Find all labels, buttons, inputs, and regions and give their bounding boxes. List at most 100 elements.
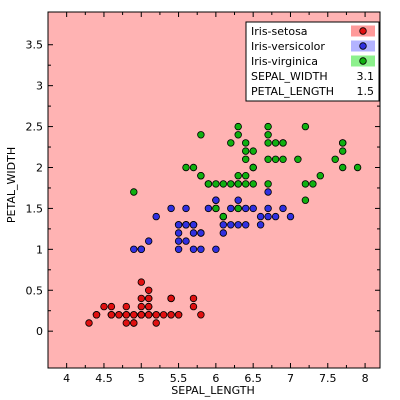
data-point-iris-virginica	[264, 139, 272, 147]
axes: 4 4.5 5 5.5 6 6.5 7 7.5 8 0 0.5 1 1.5 2 2.5 3 3.5	[26, 11, 381, 385]
data-point-iris-setosa	[100, 302, 108, 311]
legend-marker	[359, 57, 367, 65]
data-point-iris-setosa	[137, 278, 145, 286]
data-point-iris-setosa	[167, 311, 175, 319]
data-point-iris-virginica	[264, 131, 272, 139]
data-point-iris-versicolor	[174, 229, 183, 237]
y-tick-label: 0	[36, 325, 43, 338]
data-point-iris-versicolor	[264, 212, 272, 221]
y-tick-label: 3	[36, 80, 43, 93]
data-point-iris-setosa	[122, 302, 130, 311]
data-point-iris-setosa	[137, 302, 145, 311]
data-point-iris-versicolor	[241, 221, 250, 229]
data-point-iris-virginica	[234, 131, 242, 139]
legend-extra-value: 3.1	[357, 70, 375, 83]
data-point-iris-versicolor	[137, 245, 145, 253]
x-tick-label: 5.5	[170, 372, 188, 385]
data-point-iris-virginica	[241, 171, 250, 180]
data-point-iris-setosa	[167, 294, 175, 303]
data-point-iris-virginica	[130, 188, 138, 196]
data-point-iris-virginica	[301, 180, 310, 188]
data-point-iris-virginica	[197, 171, 205, 180]
legend-extra-value: 1.5	[357, 85, 375, 98]
data-point-iris-versicolor	[227, 204, 235, 213]
x-tick-label: 4.5	[95, 372, 113, 385]
data-point-iris-versicolor	[130, 245, 138, 253]
y-tick-label: 2	[36, 161, 43, 174]
data-point-iris-versicolor	[249, 204, 257, 213]
legend-entry-label: Iris-versicolor	[251, 40, 325, 53]
data-point-iris-setosa	[85, 319, 93, 327]
data-point-iris-setosa	[92, 311, 101, 319]
data-point-iris-setosa	[137, 311, 145, 319]
x-tick-label: 7	[287, 372, 294, 385]
data-point-iris-virginica	[197, 131, 205, 139]
data-point-iris-virginica	[219, 212, 227, 221]
data-point-iris-versicolor	[204, 204, 213, 213]
data-point-iris-setosa	[152, 319, 160, 327]
data-point-iris-setosa	[122, 311, 130, 319]
data-point-iris-versicolor	[264, 188, 272, 196]
data-point-iris-setosa	[144, 302, 153, 311]
y-tick-label: 0.5	[26, 284, 44, 297]
x-tick-label: 6	[212, 372, 219, 385]
data-point-iris-versicolor	[189, 229, 198, 237]
data-point-iris-virginica	[264, 180, 272, 188]
data-point-iris-versicolor	[212, 196, 220, 204]
legend-marker	[359, 42, 367, 50]
data-point-iris-setosa	[115, 311, 123, 319]
data-point-iris-virginica	[227, 180, 235, 188]
y-tick-label: 2.5	[26, 121, 44, 134]
data-point-iris-setosa	[122, 319, 130, 327]
data-point-iris-versicolor	[189, 245, 198, 253]
data-point-iris-versicolor	[234, 196, 242, 204]
data-point-iris-virginica	[271, 155, 280, 163]
data-point-iris-versicolor	[286, 212, 295, 221]
x-tick-label: 8	[362, 372, 369, 385]
x-tick-label: 5	[138, 372, 145, 385]
data-point-iris-virginica	[219, 180, 227, 188]
data-point-iris-versicolor	[256, 212, 265, 221]
data-point-iris-versicolor	[174, 237, 183, 245]
data-point-iris-virginica	[301, 122, 310, 131]
data-point-iris-setosa	[144, 286, 153, 294]
data-point-iris-versicolor	[174, 245, 183, 253]
x-tick-label: 4	[63, 372, 70, 385]
data-point-iris-virginica	[234, 171, 242, 180]
data-point-iris-virginica	[249, 163, 257, 172]
data-point-iris-setosa	[189, 294, 198, 303]
data-point-iris-virginica	[241, 147, 250, 155]
data-point-iris-setosa	[107, 311, 116, 319]
data-point-iris-setosa	[174, 311, 183, 319]
data-point-iris-versicolor	[219, 229, 227, 237]
data-point-iris-versicolor	[279, 204, 287, 213]
y-tick-label: 3.5	[26, 39, 44, 52]
data-point-iris-versicolor	[182, 204, 190, 213]
data-point-iris-virginica	[264, 155, 272, 163]
data-point-iris-virginica	[271, 139, 280, 147]
legend: Iris-setosa Iris-versicolor Iris-virginica…	[245, 21, 380, 102]
data-point-iris-virginica	[234, 122, 242, 131]
data-point-iris-virginica	[182, 163, 190, 172]
data-point-iris-virginica	[204, 180, 213, 188]
data-point-iris-setosa	[137, 294, 145, 303]
data-point-iris-versicolor	[234, 221, 242, 229]
data-points	[85, 122, 362, 327]
plot-frame	[47, 11, 381, 369]
data-point-iris-versicolor	[189, 221, 198, 229]
data-point-iris-virginica	[339, 139, 347, 147]
y-axis-label: PETAL_WIDTH	[5, 147, 18, 223]
data-point-iris-setosa	[144, 294, 153, 303]
legend-extra-label: PETAL_LENGTH	[251, 85, 334, 98]
data-point-iris-virginica	[339, 163, 347, 172]
x-axis-label: SEPAL_LENGTH	[171, 384, 254, 397]
data-point-iris-virginica	[234, 180, 242, 188]
data-point-iris-virginica	[279, 155, 287, 163]
y-tick-label: 1	[36, 243, 43, 256]
data-point-iris-versicolor	[152, 212, 160, 221]
data-point-iris-versicolor	[256, 221, 265, 229]
data-point-iris-setosa	[107, 302, 116, 311]
data-point-iris-virginica	[316, 171, 324, 180]
x-tick-label: 6.5	[244, 372, 262, 385]
